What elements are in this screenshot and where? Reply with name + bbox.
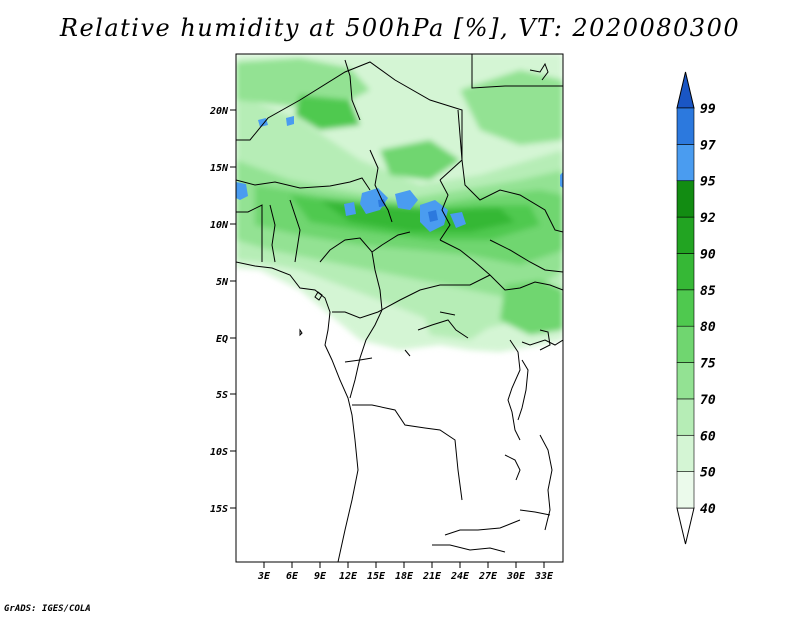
lon-label: 9E [314,571,327,582]
lat-label: 15N [210,163,229,174]
lon-label: 30E [506,571,526,582]
humidity-field [236,54,563,352]
colorbar-swatch [676,471,695,509]
lat-label: EQ [216,334,228,345]
colorbar-label: 90 [700,247,716,262]
lon-label: 6E [286,571,299,582]
colorbar-swatch [676,180,695,218]
lat-label: 20N [209,106,229,117]
colorbar: 40 50 60 70 75 80 85 90 92 95 97 99 [676,71,716,545]
lon-label: 24E [450,571,470,582]
coastline [236,261,359,562]
colorbar-swatch [676,434,695,472]
colorbar-bottom-arrow [676,507,695,545]
lon-label: 18E [395,571,414,582]
lon-label: 12E [339,571,358,582]
lat-label: 10N [210,220,229,231]
lon-label: 33E [534,571,554,582]
colorbar-label: 40 [700,502,716,517]
colorbar-swatch [676,325,695,363]
colorbar-swatch [676,398,695,436]
colorbar-label: 97 [700,138,716,153]
country-borders [236,54,563,562]
map-frame [235,53,564,563]
colorbar-label: 50 [700,466,716,481]
colorbar-label: 80 [700,320,716,335]
colorbar-swatch [676,253,695,291]
colorbar-label: 60 [700,429,716,444]
colorbar-label: 85 [700,284,716,299]
colorbar-swatch [676,362,695,400]
lon-label: 21E [422,571,442,582]
lat-label: 15S [210,504,228,515]
colorbar-swatch [676,144,695,182]
latitude-labels: 20N 15N 10N 5N EQ 5S 10S 15S [209,106,229,515]
longitude-labels: 3E 6E 9E 12E 15E 18E 21E 24E 27E 30E 33E [257,571,554,582]
colorbar-top-arrow [676,71,695,109]
colorbar-label: 70 [700,393,716,408]
grads-credit: GrADS: IGES/COLA [4,604,91,614]
colorbar-swatch [676,289,695,327]
colorbar-swatch [676,216,695,254]
colorbar-label: 99 [700,102,716,117]
saturated-patches [236,116,563,232]
colorbar-label: 75 [700,357,716,372]
lon-label: 27E [478,571,498,582]
lon-label: 3E [257,571,271,582]
colorbar-swatch [676,107,695,145]
lat-label: 5S [216,390,228,401]
lon-label: 15E [367,571,386,582]
lat-label: 5N [216,277,229,288]
lat-label: 10S [210,447,228,458]
chart-title: Relative humidity at 500hPa [%], VT: 202… [59,14,741,42]
colorbar-label: 92 [700,211,716,226]
colorbar-label: 95 [700,175,716,190]
